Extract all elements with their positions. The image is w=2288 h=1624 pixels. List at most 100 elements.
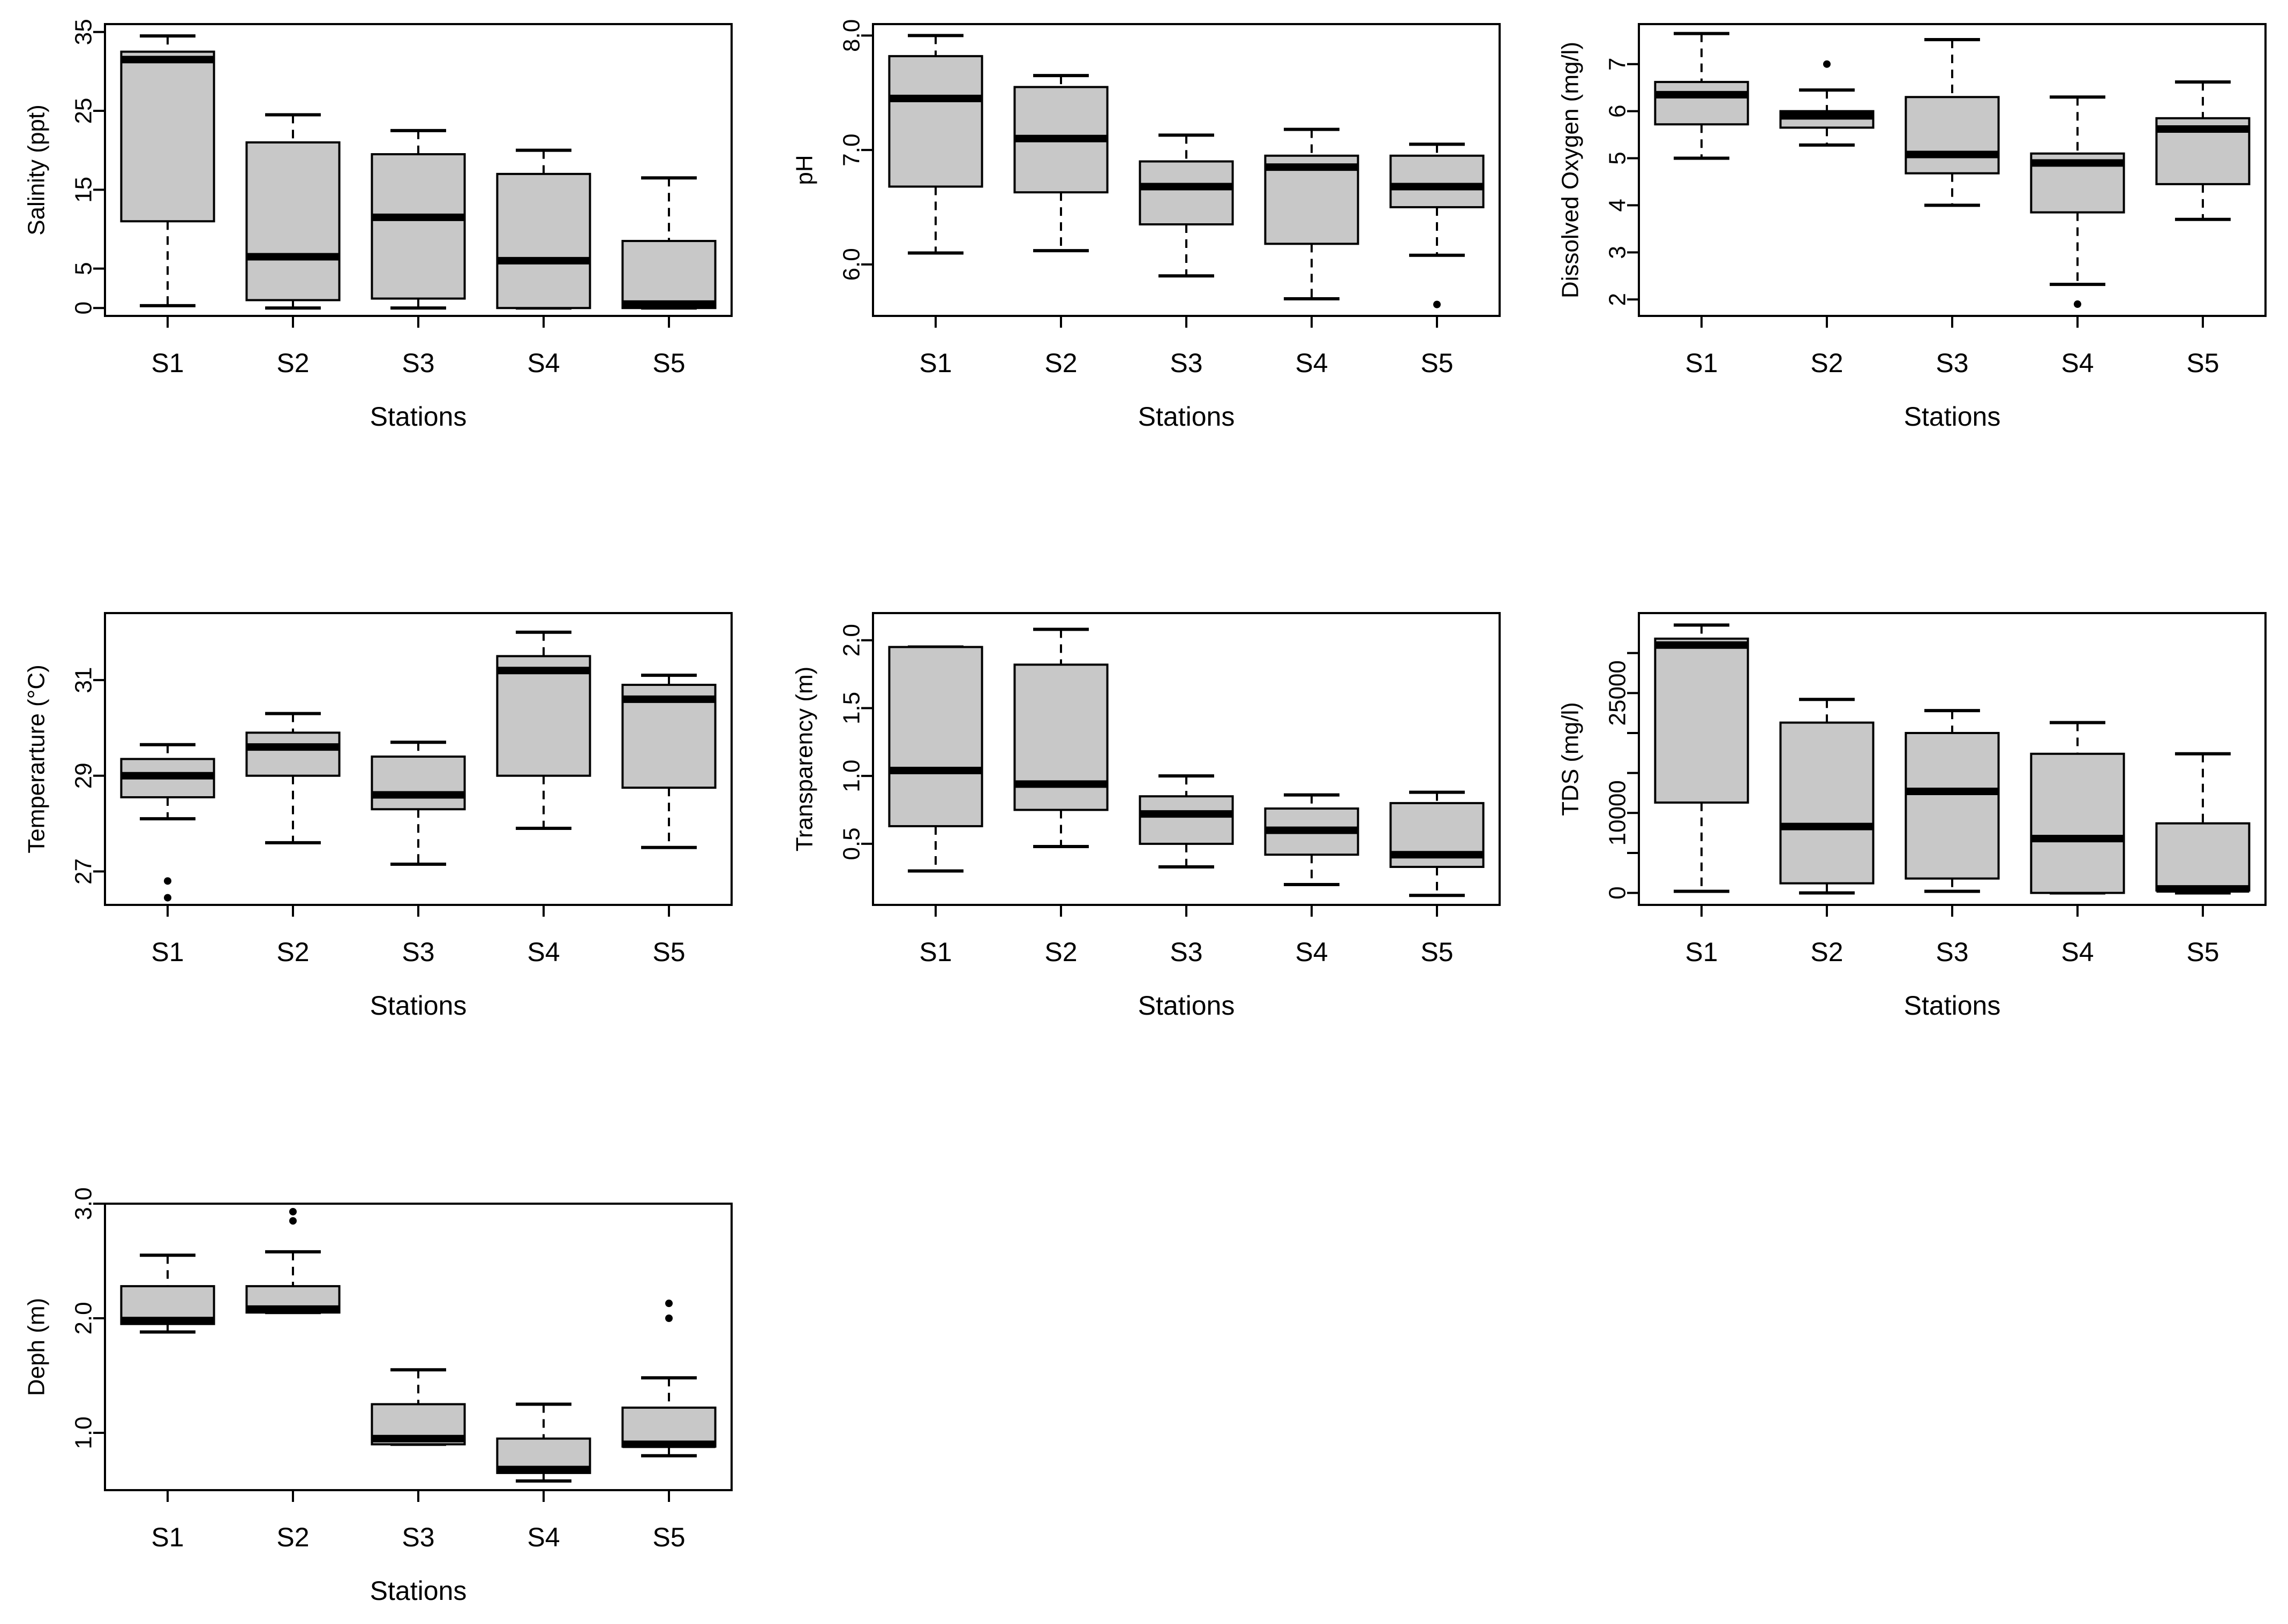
- box-S3: [371, 129, 466, 310]
- x-tick-label: S4: [2061, 348, 2094, 378]
- x-tick-label: S2: [1810, 348, 1843, 378]
- box-iqr: [371, 153, 466, 300]
- box-S5: [621, 1300, 717, 1457]
- box-S3: [1139, 774, 1234, 869]
- x-tick-label: S1: [151, 937, 184, 967]
- box-iqr: [621, 1406, 717, 1448]
- boxplot-panel: 27 29 31 Temperarture (°C) S1 S2 S3 S4 S5 Station…: [24, 612, 733, 1021]
- box-S3: [1905, 709, 2000, 893]
- box-S1: [120, 1253, 215, 1334]
- box-S4: [1264, 127, 1359, 300]
- y-tick-label: 6: [1605, 104, 1631, 117]
- y-axis-label: Transparency (m): [792, 667, 818, 852]
- box-iqr: [1905, 96, 2000, 175]
- y-axis-label: Salinity (ppt): [24, 104, 50, 236]
- box-iqr: [245, 141, 341, 301]
- box-S2: [245, 113, 341, 310]
- box-S4: [496, 148, 591, 310]
- x-tick-label: S3: [402, 1522, 434, 1552]
- y-axis-label: Deph (m): [24, 1298, 50, 1396]
- x-tick-label: S1: [919, 937, 952, 967]
- y-axis-label: Temperarture (°C): [24, 664, 50, 853]
- y-tick-label: 5: [71, 262, 97, 275]
- x-axis-label: Stations: [1138, 402, 1235, 432]
- box-iqr: [496, 655, 591, 777]
- y-tick-label: 25: [71, 98, 97, 124]
- y-tick-label: 4: [1605, 199, 1631, 212]
- y-tick-label: 1.0: [71, 1416, 97, 1449]
- box-S3: [371, 741, 466, 866]
- box-iqr: [888, 646, 983, 827]
- y-tick-label: 6.0: [839, 248, 865, 281]
- x-tick-label: S2: [276, 348, 309, 378]
- x-tick-label: S2: [1810, 937, 1843, 967]
- box-iqr: [2155, 822, 2251, 892]
- box-S4: [496, 630, 591, 830]
- box-iqr: [371, 756, 466, 811]
- box-iqr: [120, 50, 215, 223]
- box-S1: [120, 743, 215, 902]
- x-tick-label: S4: [527, 1522, 560, 1552]
- y-tick-label: 2.0: [839, 624, 865, 656]
- y-axis-label: Dissolved Oxygen (mg/l): [1557, 42, 1584, 298]
- box-iqr: [888, 55, 983, 188]
- x-axis-label: Stations: [1904, 991, 2001, 1021]
- box-S5: [1389, 142, 1485, 308]
- x-tick-label: S5: [2186, 348, 2219, 378]
- y-tick-label: 0.5: [839, 827, 865, 860]
- x-tick-label: S4: [2061, 937, 2094, 967]
- box-iqr: [496, 172, 591, 309]
- box-S4: [1264, 793, 1359, 886]
- x-tick-label: S4: [1295, 937, 1328, 967]
- box-S5: [621, 674, 717, 849]
- box-S4: [496, 1402, 591, 1483]
- x-tick-label: S2: [276, 937, 309, 967]
- y-tick-label: 8.0: [839, 19, 865, 52]
- box-S5: [2155, 80, 2251, 221]
- box-S1: [888, 34, 983, 255]
- boxplot-panel: 1.0 2.0 3.0 Deph (m) S1 S2 S3 S4 S5 Stations: [24, 1187, 733, 1606]
- box-iqr: [1779, 721, 1875, 885]
- box-iqr: [1654, 637, 1749, 804]
- x-tick-label: S4: [527, 937, 560, 967]
- x-tick-label: S3: [1936, 937, 1968, 967]
- y-tick-label: 29: [71, 762, 97, 789]
- x-tick-label: S1: [1685, 348, 1718, 378]
- box-S2: [1013, 74, 1109, 253]
- box-S1: [888, 645, 983, 873]
- x-axis-label: Stations: [370, 402, 467, 432]
- box-S1: [1654, 623, 1749, 893]
- x-tick-label: S2: [1044, 937, 1077, 967]
- y-tick-label: 5: [1605, 152, 1631, 164]
- outlier-point: [289, 1207, 297, 1215]
- box-S5: [2155, 752, 2251, 895]
- outlier-point: [1433, 300, 1441, 308]
- y-tick-label: 1.0: [839, 760, 865, 792]
- x-tick-label: S5: [652, 937, 685, 967]
- box-iqr: [1139, 160, 1234, 226]
- x-tick-label: S3: [1936, 348, 1968, 378]
- outlier-point: [1823, 60, 1831, 68]
- box-S2: [245, 712, 341, 844]
- y-tick-label: 2.0: [71, 1302, 97, 1334]
- x-tick-label: S3: [1170, 348, 1202, 378]
- box-S2: [245, 1207, 341, 1315]
- box-S3: [371, 1368, 466, 1446]
- y-tick-label: 3.0: [71, 1187, 97, 1220]
- box-S5: [621, 176, 717, 310]
- box-iqr: [1654, 81, 1749, 126]
- y-tick-label: 7.0: [839, 134, 865, 167]
- outlier-point: [164, 894, 171, 902]
- x-tick-label: S4: [1295, 348, 1328, 378]
- box-S2: [1779, 698, 1875, 895]
- x-tick-label: S2: [1044, 348, 1077, 378]
- outlier-point: [2074, 300, 2081, 308]
- box-S4: [2030, 95, 2125, 308]
- x-tick-label: S1: [151, 348, 184, 378]
- x-tick-label: S1: [151, 1522, 184, 1552]
- box-S4: [2030, 721, 2125, 895]
- x-tick-label: S1: [919, 348, 952, 378]
- y-tick-label: 15: [71, 177, 97, 203]
- y-tick-label: 7: [1605, 57, 1631, 70]
